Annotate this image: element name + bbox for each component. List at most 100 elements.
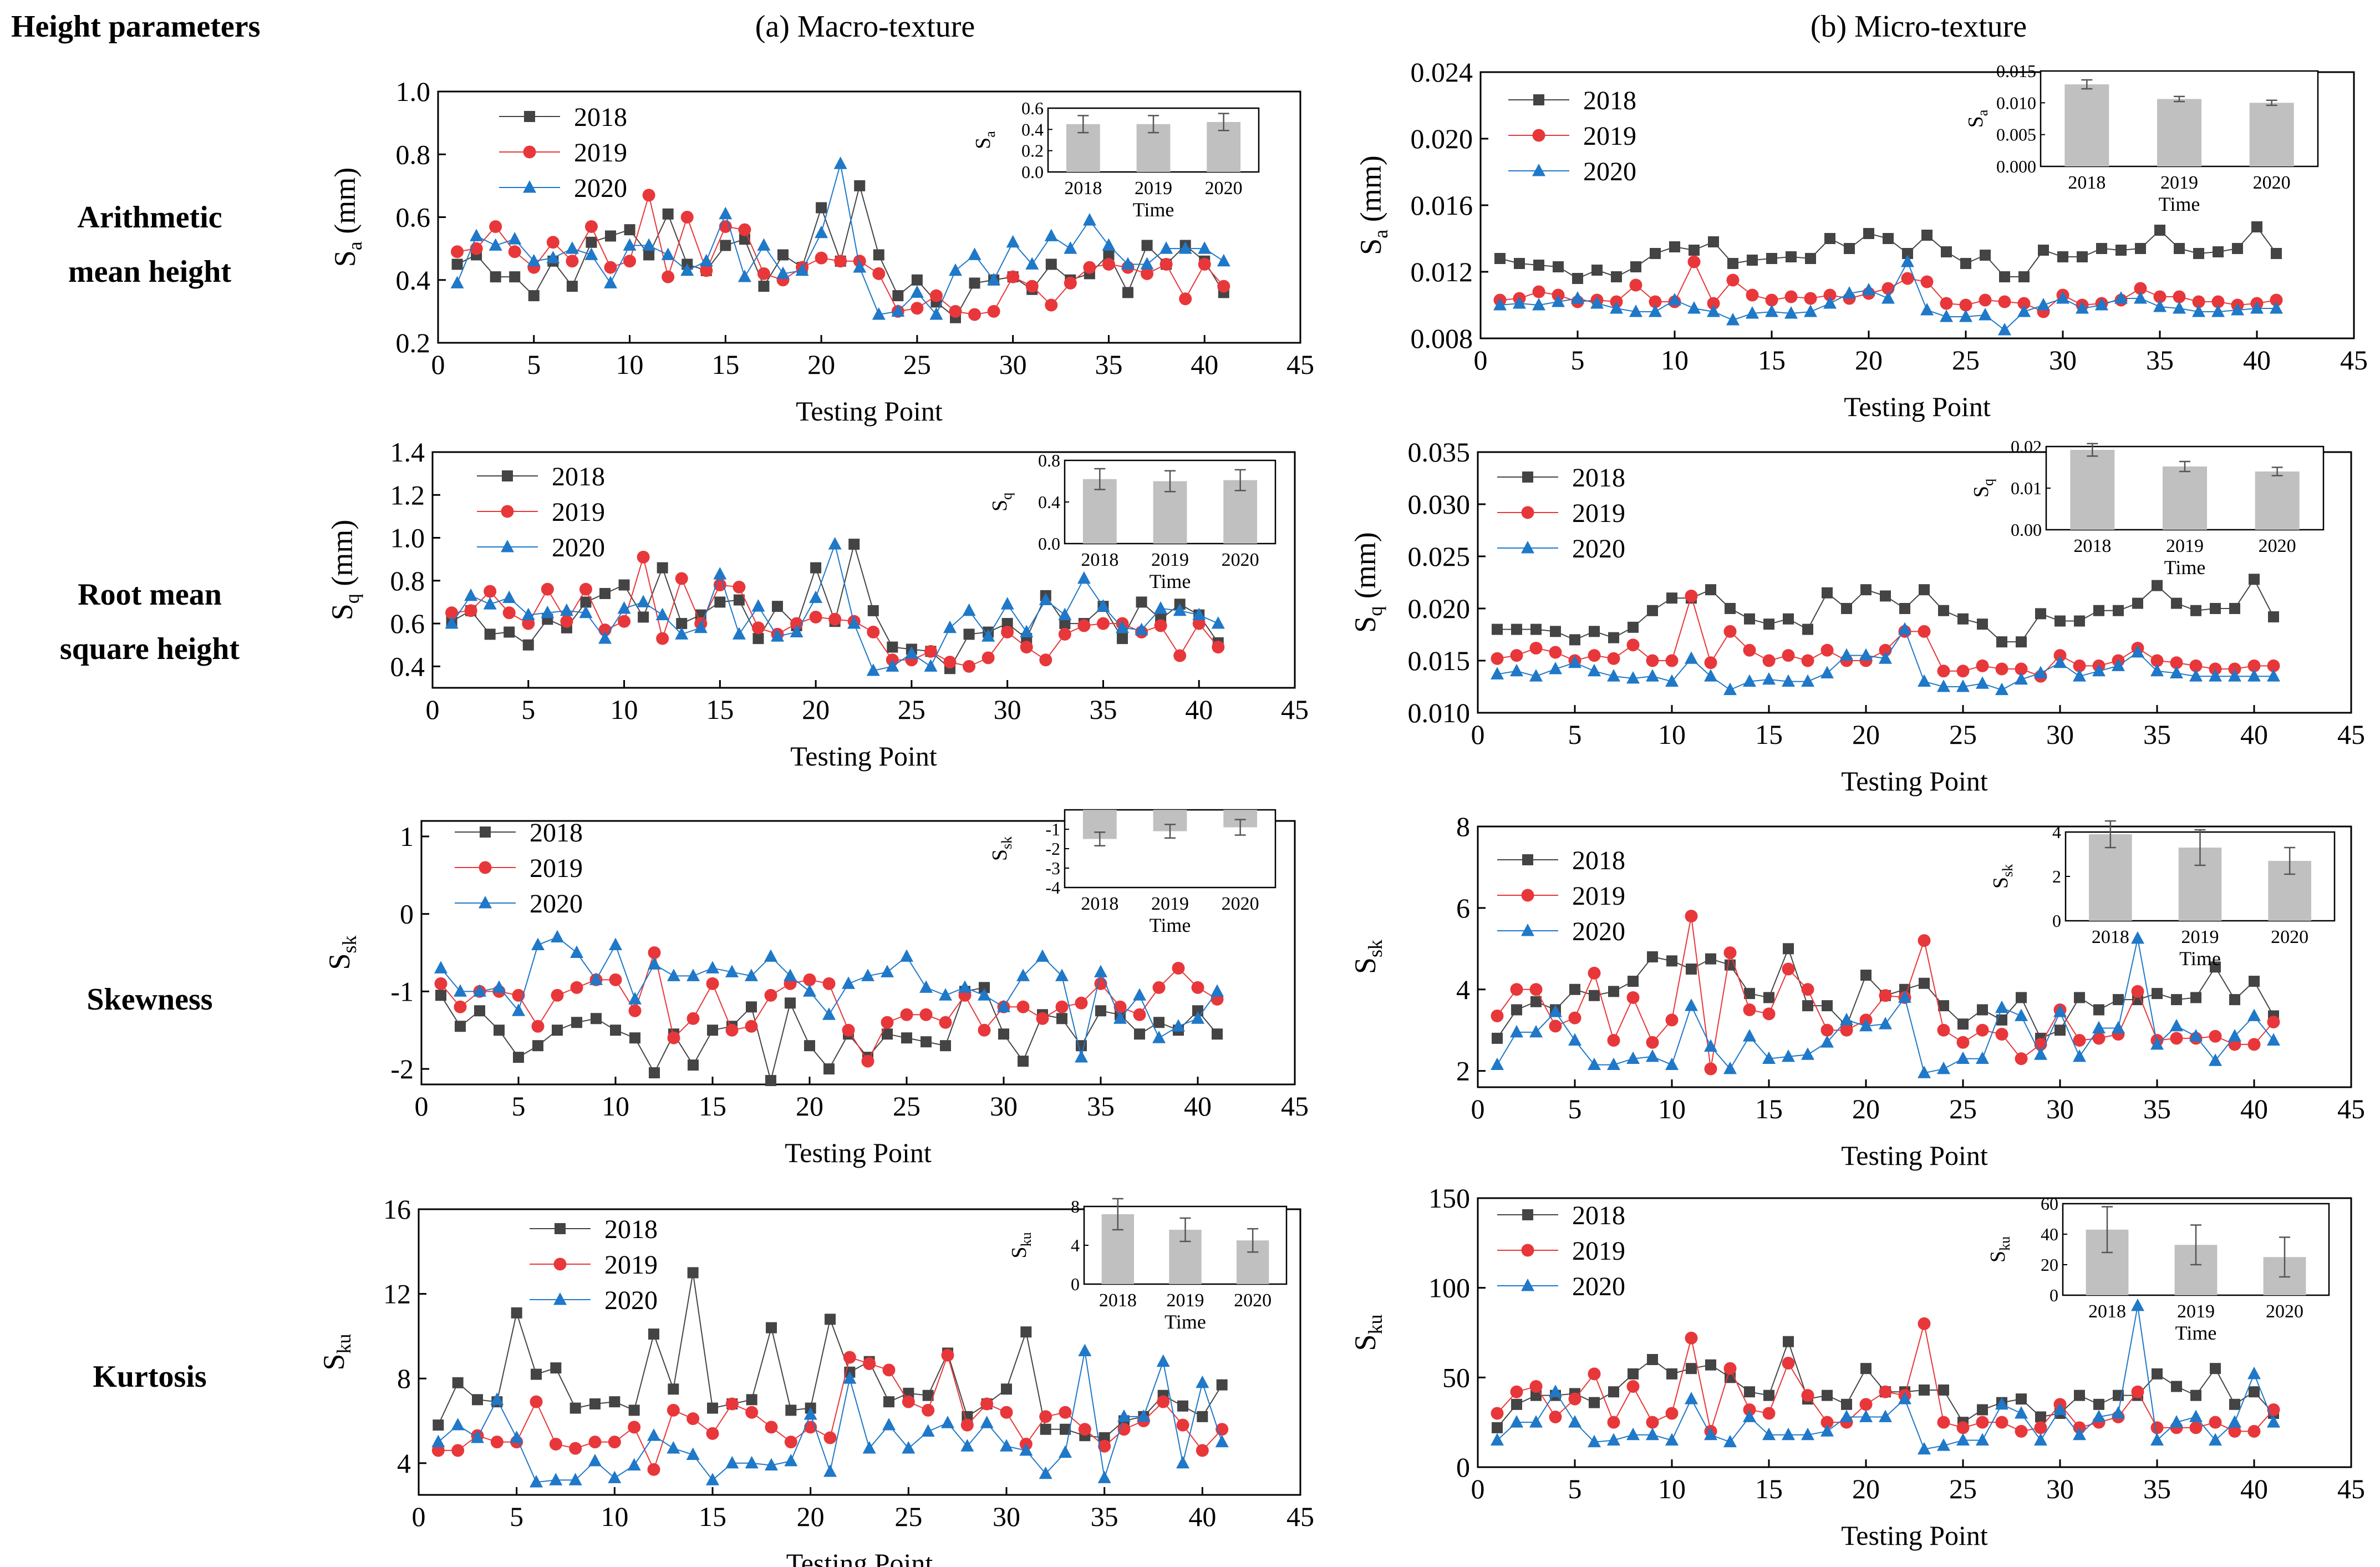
inset-y-axis-label-main: S [1970,486,1993,498]
data-point-2020 [861,968,874,981]
data-point-2019 [963,660,976,673]
y-axis-label-subscript: ku [1364,1314,1386,1334]
data-point-2020 [2153,299,2167,312]
data-point-2020 [1626,1427,1640,1441]
inset-y-tick-label: 0.015 [1996,61,2036,81]
data-point-2018 [979,982,990,993]
data-point-2020 [1784,306,1798,319]
data-point-2019 [1045,298,1058,312]
x-tick-label: 25 [898,694,925,725]
data-point-2018 [1822,587,1833,599]
data-point-2019 [978,1023,991,1037]
data-point-2020 [686,968,700,981]
data-point-2020 [815,225,828,239]
data-point-2019 [2192,295,2205,308]
x-tick-label: 20 [1852,719,1880,750]
data-point-2019 [861,1054,874,1068]
data-point-2020 [1723,682,1737,696]
data-point-2020 [1176,1456,1189,1469]
data-point-2020 [924,659,938,672]
data-point-2020 [1055,968,1069,981]
x-tick-label: 5 [1568,1093,1582,1124]
data-point-2020 [706,1473,719,1485]
data-point-2020 [451,1418,465,1431]
data-point-2020 [2073,1049,2086,1062]
data-point-2018 [1153,1017,1164,1028]
inset-bar-2018 [2064,84,2109,166]
inset-y-tick-label: 40 [2041,1224,2058,1244]
data-point-2018 [1040,1423,1051,1435]
data-point-2019 [2267,1016,2280,1028]
data-point-2020 [623,238,637,251]
data-point-2018 [1860,584,1872,596]
legend-marker-2019 [553,1257,567,1271]
data-point-2018 [1216,1379,1228,1391]
data-point-2018 [804,1040,815,1052]
data-point-2019 [451,1444,465,1457]
data-point-2020 [803,984,816,997]
data-point-2019 [751,621,765,635]
data-point-2020 [1976,676,1989,689]
data-point-2019 [566,255,579,268]
data-point-2018 [823,1063,835,1075]
data-point-2019 [2173,290,2186,303]
data-point-2019 [2247,659,2261,672]
data-point-2020 [1840,1409,1853,1422]
data-point-2020 [1510,1025,1523,1038]
data-point-2019 [822,977,836,990]
inset-chart: 2018 2019 2020 0.000 0.005 0.010 0.015 Time Sa [1964,61,2319,215]
data-point-2018 [873,249,884,261]
data-point-2020 [843,1371,857,1384]
inset-chart: 2018 2019 2020 0.00.20.40.6 Time Sa [972,98,1260,221]
data-point-2020 [1743,1409,1756,1422]
data-point-2018 [649,1067,660,1079]
inset-y-tick-label: 0 [2052,911,2061,931]
data-point-2018 [1705,1359,1716,1371]
y-tick-label: 0.030 [1408,489,1471,520]
data-point-2019 [608,1436,621,1449]
data-point-2019 [2153,290,2167,303]
data-point-2020 [1532,297,1545,311]
data-point-2020 [1685,998,1698,1011]
inset-x-tick-label: 2020 [1222,550,1259,570]
data-point-2020 [1726,312,1740,326]
data-point-2018 [628,1404,640,1416]
inset-y-tick-label: 0.6 [1021,98,1044,118]
data-point-2019 [929,289,943,302]
data-point-2020 [1820,1035,1834,1048]
data-point-2020 [2053,1005,2067,1017]
data-point-2020 [757,238,771,251]
data-point-2018 [589,1398,601,1409]
data-point-2019 [2170,1032,2183,1045]
data-point-2018 [1880,590,1891,602]
data-point-2019 [1762,1407,1776,1420]
data-point-2020 [1762,1427,1776,1441]
data-point-2018 [1689,245,1700,256]
data-point-2020 [1510,1415,1523,1428]
inset-y-axis-label: Ssk [988,836,1015,861]
data-point-2020 [2170,1018,2183,1032]
column-title-macro: (a) Macro-texture [755,9,975,44]
data-point-2018 [2135,243,2146,254]
inset-y-tick-label: 0 [1071,1274,1080,1294]
data-point-2018 [2093,1004,2104,1016]
y-tick-label: 6 [1456,892,1470,924]
data-point-2020 [962,603,976,616]
inset-y-tick-label: 0.005 [1996,125,2036,145]
data-point-2020 [560,603,573,616]
data-point-2019 [1820,1416,1834,1429]
legend-label-2020: 2020 [1572,534,1625,564]
data-point-2020 [1840,1012,1853,1026]
data-point-2019 [1976,659,1989,672]
data-point-2019 [1801,654,1814,667]
data-point-2019 [765,1421,778,1434]
x-tick-label: 10 [1658,719,1686,750]
x-tick-label: 0 [1471,1093,1485,1124]
data-point-2020 [1918,1066,1931,1078]
column-title-micro: (b) Micro-texture [1811,9,2027,44]
data-point-2020 [1094,965,1107,977]
data-point-2019 [1006,270,1020,283]
data-point-2018 [746,1001,757,1013]
